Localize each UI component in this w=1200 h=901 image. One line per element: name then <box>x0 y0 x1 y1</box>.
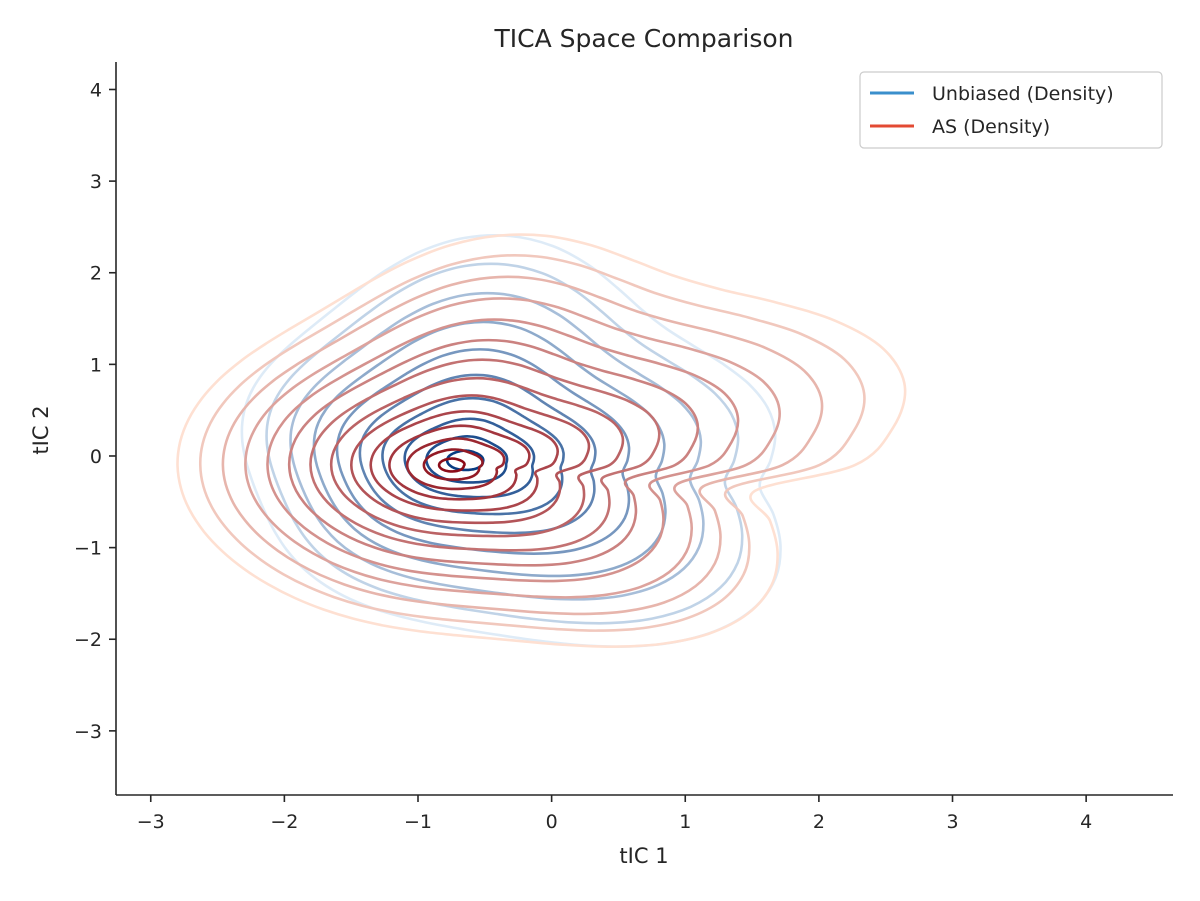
y-tick-label: −1 <box>74 538 102 560</box>
x-axis-label: tIC 1 <box>619 844 668 868</box>
as-contour-line <box>221 275 824 616</box>
y-tick-label: 3 <box>90 171 102 193</box>
x-tick-label: 0 <box>546 811 558 833</box>
as-contour-line <box>244 297 781 599</box>
as-contour-line <box>422 448 484 481</box>
x-tick-label: 4 <box>1080 811 1092 833</box>
x-tick-label: −3 <box>137 811 165 833</box>
as-contour-line <box>309 358 661 552</box>
y-tick-label: 4 <box>90 79 102 101</box>
x-tick-label: −1 <box>404 811 432 833</box>
chart-title: TICA Space Comparison <box>494 24 794 53</box>
legend-box <box>859 71 1163 149</box>
unbiased-contour-line <box>445 449 485 472</box>
unbiased-contour-line <box>381 396 565 516</box>
as-contour-line <box>329 376 625 538</box>
y-tick-label: 2 <box>90 263 102 285</box>
as-contour-line <box>437 457 466 473</box>
x-axis-ticks: −3 −2 −1 0 1 2 3 4 <box>137 795 1092 833</box>
as-contour-line <box>198 254 866 632</box>
y-tick-label: −3 <box>74 721 102 743</box>
as-contour-line <box>287 338 700 567</box>
legend-label-as: AS (Density) <box>932 116 1050 138</box>
as-contour-line <box>266 318 740 583</box>
unbiased-contour-line <box>289 291 705 601</box>
x-tick-label: 2 <box>813 811 825 833</box>
unbiased-contour-line <box>312 320 667 578</box>
unbiased-density-contours <box>240 234 782 648</box>
y-tick-label: 0 <box>90 446 102 468</box>
as-contour-line <box>388 424 531 501</box>
x-tick-label: 3 <box>946 811 958 833</box>
y-axis-ticks: −3 −2 −1 0 1 2 3 4 <box>74 79 116 743</box>
x-tick-label: 1 <box>679 811 691 833</box>
x-tick-label: −2 <box>270 811 298 833</box>
legend-label-unbiased: Unbiased (Density) <box>932 83 1114 105</box>
unbiased-contour-line <box>403 417 536 499</box>
as-density-contours <box>176 233 907 649</box>
as-contour-line <box>369 410 559 512</box>
as-contour-line <box>405 437 506 491</box>
unbiased-contour-line <box>265 262 744 625</box>
as-contour-line <box>349 394 591 525</box>
as-contour-line <box>176 233 907 649</box>
y-axis-label: tIC 2 <box>29 405 53 454</box>
y-tick-label: 1 <box>90 354 102 376</box>
unbiased-contour-line <box>358 373 597 535</box>
legend: Unbiased (Density) AS (Density) <box>859 71 1163 149</box>
y-tick-label: −2 <box>74 629 102 651</box>
